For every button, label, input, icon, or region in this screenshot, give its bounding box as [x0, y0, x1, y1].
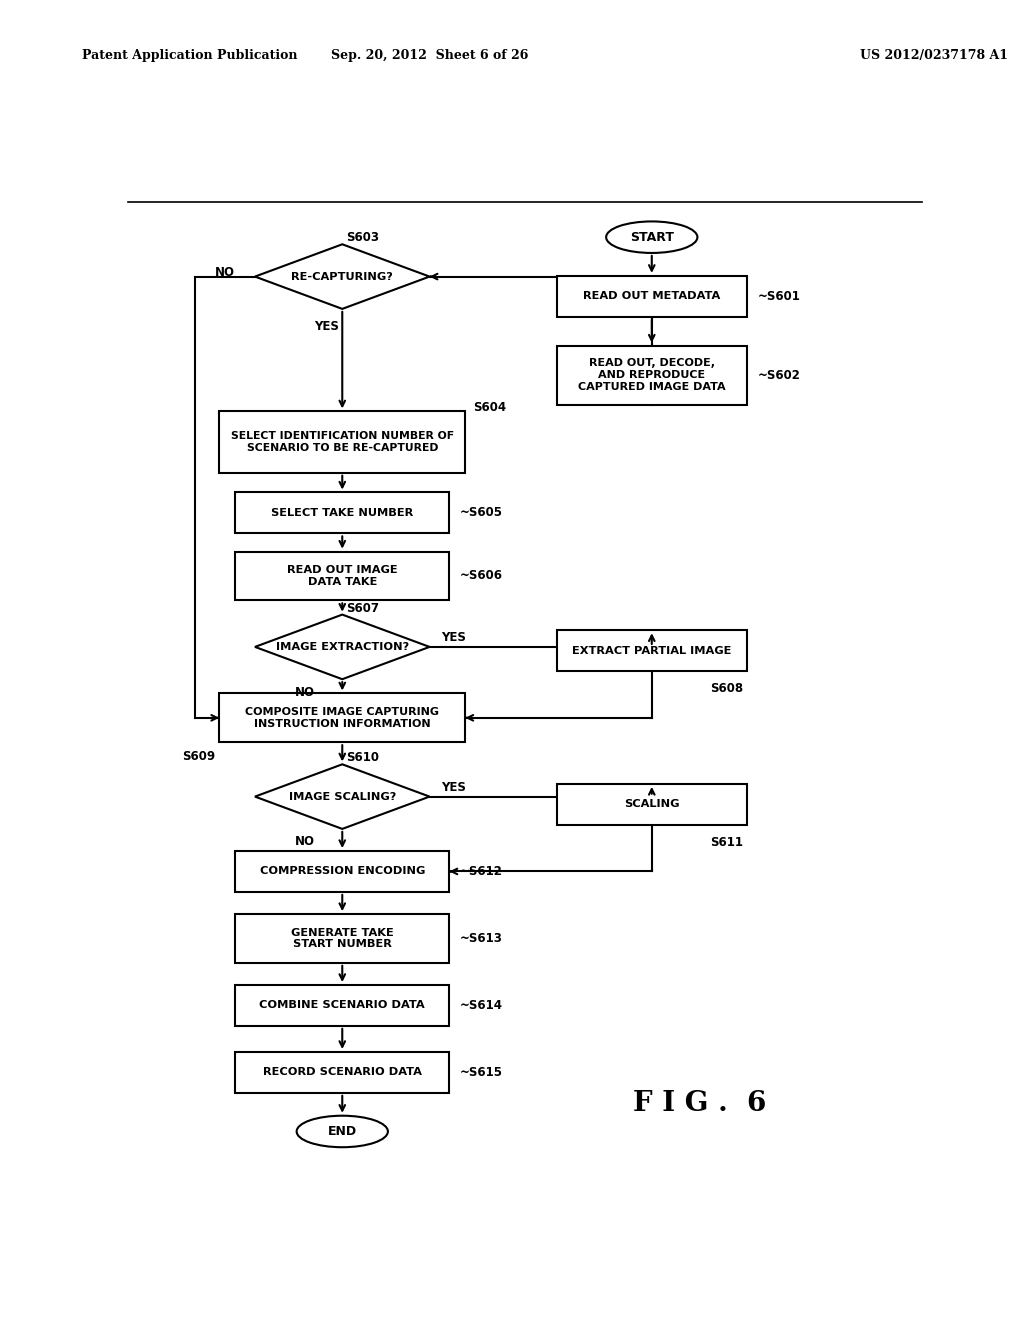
- Text: S608: S608: [710, 682, 743, 696]
- Ellipse shape: [297, 1115, 388, 1147]
- Text: S603: S603: [346, 231, 379, 244]
- Text: S607: S607: [346, 602, 379, 615]
- Text: YES: YES: [441, 780, 466, 793]
- Text: ~S612: ~S612: [460, 865, 503, 878]
- Text: ~S601: ~S601: [758, 290, 800, 302]
- Polygon shape: [255, 615, 430, 680]
- FancyBboxPatch shape: [236, 985, 450, 1026]
- Text: IMAGE SCALING?: IMAGE SCALING?: [289, 792, 396, 801]
- Text: SELECT IDENTIFICATION NUMBER OF
SCENARIO TO BE RE-CAPTURED: SELECT IDENTIFICATION NUMBER OF SCENARIO…: [230, 432, 454, 453]
- Text: S609: S609: [182, 750, 215, 763]
- Text: READ OUT METADATA: READ OUT METADATA: [583, 292, 721, 301]
- Text: F I G .  6: F I G . 6: [633, 1090, 766, 1118]
- Polygon shape: [255, 764, 430, 829]
- Text: Patent Application Publication: Patent Application Publication: [82, 49, 297, 62]
- FancyBboxPatch shape: [219, 693, 465, 742]
- Ellipse shape: [606, 222, 697, 253]
- Text: START: START: [630, 231, 674, 244]
- Text: SCALING: SCALING: [624, 800, 680, 809]
- FancyBboxPatch shape: [236, 851, 450, 892]
- Text: NO: NO: [295, 685, 314, 698]
- Text: GENERATE TAKE
START NUMBER: GENERATE TAKE START NUMBER: [291, 928, 393, 949]
- Text: Sep. 20, 2012  Sheet 6 of 26: Sep. 20, 2012 Sheet 6 of 26: [332, 49, 528, 62]
- Text: NO: NO: [295, 836, 314, 849]
- Text: READ OUT, DECODE,
AND REPRODUCE
CAPTURED IMAGE DATA: READ OUT, DECODE, AND REPRODUCE CAPTURED…: [578, 359, 726, 392]
- Text: ~S605: ~S605: [460, 507, 503, 520]
- FancyBboxPatch shape: [557, 784, 748, 825]
- Text: NO: NO: [215, 267, 236, 279]
- Text: RE-CAPTURING?: RE-CAPTURING?: [292, 272, 393, 281]
- Text: ~S614: ~S614: [460, 999, 503, 1012]
- Text: END: END: [328, 1125, 356, 1138]
- FancyBboxPatch shape: [236, 492, 450, 533]
- Text: EXTRACT PARTIAL IMAGE: EXTRACT PARTIAL IMAGE: [572, 645, 731, 656]
- Text: YES: YES: [441, 631, 466, 644]
- FancyBboxPatch shape: [236, 913, 450, 962]
- FancyBboxPatch shape: [219, 412, 465, 473]
- Text: YES: YES: [314, 319, 339, 333]
- Text: S610: S610: [346, 751, 379, 764]
- Text: READ OUT IMAGE
DATA TAKE: READ OUT IMAGE DATA TAKE: [287, 565, 397, 587]
- Polygon shape: [255, 244, 430, 309]
- FancyBboxPatch shape: [557, 346, 748, 405]
- FancyBboxPatch shape: [557, 276, 748, 317]
- Text: S604: S604: [473, 401, 506, 414]
- Text: US 2012/0237178 A1: US 2012/0237178 A1: [860, 49, 1009, 62]
- Text: COMPRESSION ENCODING: COMPRESSION ENCODING: [260, 866, 425, 876]
- Text: IMAGE EXTRACTION?: IMAGE EXTRACTION?: [275, 642, 409, 652]
- Text: S611: S611: [710, 836, 743, 849]
- Text: ~S613: ~S613: [460, 932, 503, 945]
- Text: COMBINE SCENARIO DATA: COMBINE SCENARIO DATA: [259, 1001, 425, 1010]
- Text: ~S602: ~S602: [758, 368, 800, 381]
- Text: RECORD SCENARIO DATA: RECORD SCENARIO DATA: [263, 1068, 422, 1077]
- Text: ~S606: ~S606: [460, 569, 503, 582]
- FancyBboxPatch shape: [236, 552, 450, 601]
- FancyBboxPatch shape: [236, 1052, 450, 1093]
- Text: COMPOSITE IMAGE CAPTURING
INSTRUCTION INFORMATION: COMPOSITE IMAGE CAPTURING INSTRUCTION IN…: [246, 708, 439, 729]
- Text: ~S615: ~S615: [460, 1065, 503, 1078]
- FancyBboxPatch shape: [557, 631, 748, 672]
- Text: SELECT TAKE NUMBER: SELECT TAKE NUMBER: [271, 508, 414, 517]
